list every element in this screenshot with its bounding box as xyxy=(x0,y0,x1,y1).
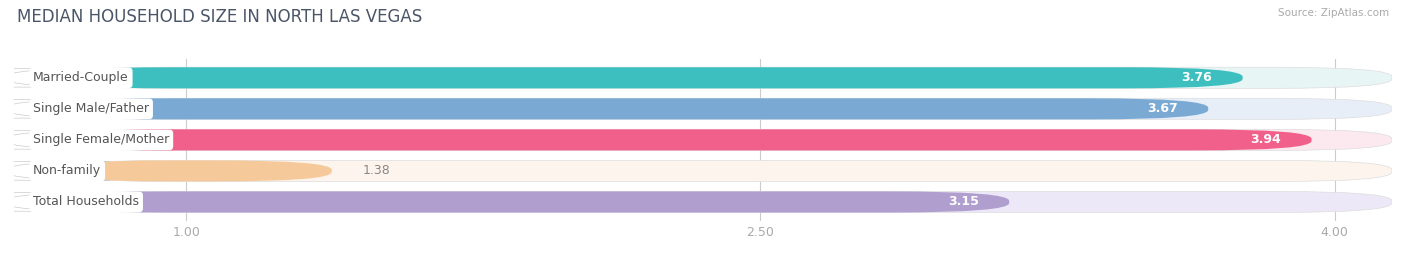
FancyBboxPatch shape xyxy=(0,100,110,118)
FancyBboxPatch shape xyxy=(53,160,1392,182)
FancyBboxPatch shape xyxy=(53,67,1243,88)
FancyBboxPatch shape xyxy=(0,193,110,211)
Text: 3.94: 3.94 xyxy=(1250,133,1281,146)
FancyBboxPatch shape xyxy=(53,98,1208,119)
Text: 3.15: 3.15 xyxy=(948,196,979,208)
FancyBboxPatch shape xyxy=(0,130,110,149)
Text: Total Households: Total Households xyxy=(34,196,139,208)
Text: Single Female/Mother: Single Female/Mother xyxy=(34,133,170,146)
Text: MEDIAN HOUSEHOLD SIZE IN NORTH LAS VEGAS: MEDIAN HOUSEHOLD SIZE IN NORTH LAS VEGAS xyxy=(17,8,422,26)
FancyBboxPatch shape xyxy=(53,129,1392,150)
FancyBboxPatch shape xyxy=(53,160,332,182)
FancyBboxPatch shape xyxy=(53,67,1392,88)
Text: Married-Couple: Married-Couple xyxy=(34,71,129,84)
FancyBboxPatch shape xyxy=(53,192,1010,213)
FancyBboxPatch shape xyxy=(0,162,110,180)
FancyBboxPatch shape xyxy=(0,69,110,87)
FancyBboxPatch shape xyxy=(53,98,1392,119)
FancyBboxPatch shape xyxy=(53,129,1312,150)
Text: Source: ZipAtlas.com: Source: ZipAtlas.com xyxy=(1278,8,1389,18)
FancyBboxPatch shape xyxy=(53,192,1392,213)
Text: 3.76: 3.76 xyxy=(1181,71,1212,84)
Text: 1.38: 1.38 xyxy=(363,164,389,178)
Text: Non-family: Non-family xyxy=(34,164,101,178)
Text: 3.67: 3.67 xyxy=(1147,102,1178,115)
Text: Single Male/Father: Single Male/Father xyxy=(34,102,149,115)
